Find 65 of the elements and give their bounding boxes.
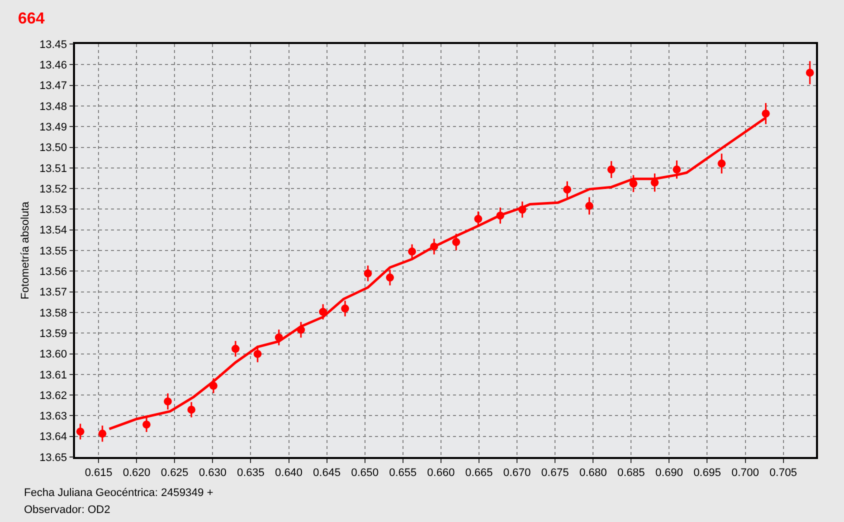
y-tick-label: 13.60: [40, 348, 68, 361]
x-tick-label: 0.655: [389, 466, 417, 479]
text: Observador: OD2: [24, 504, 110, 516]
y-tick-label: 13.64: [40, 431, 68, 444]
point: [187, 406, 196, 414]
y-tick-label: 13.62: [40, 390, 68, 402]
y-tick-label: 13.52: [40, 183, 68, 196]
x-tick-label: 0.615: [84, 466, 112, 479]
y-tick-label: 13.54: [40, 224, 68, 237]
x-tick-label: 0.670: [503, 466, 531, 479]
y-tick-label: 13.53: [40, 204, 68, 216]
point: [232, 344, 240, 353]
point: [474, 214, 482, 223]
point: [607, 166, 616, 174]
point: [386, 274, 394, 282]
y-tick-label: 13.46: [40, 60, 68, 72]
y-tick-label: 13.57: [40, 286, 68, 299]
point: [718, 160, 726, 168]
point: [76, 428, 84, 436]
point: [452, 238, 460, 246]
y-axis-title: Fotometría absoluta: [20, 200, 32, 300]
x-tick-label: 0.685: [617, 466, 645, 479]
y-tick-label: 13.56: [40, 266, 68, 278]
x-tick-label: 0.690: [655, 466, 683, 479]
y-tick-label: 13.50: [40, 142, 68, 154]
y-tick-label: 13.51: [40, 162, 68, 175]
x-tick-label: 0.650: [351, 466, 379, 479]
x-tick-label: 0.620: [122, 466, 150, 479]
x-tick-label: 0.630: [198, 466, 226, 479]
text: Fecha Juliana Geocéntrica: 2459349 +: [24, 487, 214, 499]
point: [164, 397, 172, 406]
x-tick-label: 0.645: [313, 466, 341, 479]
point: [629, 180, 638, 188]
x-tick-label: 0.680: [579, 466, 607, 479]
y-tick-label: 13.47: [40, 80, 68, 92]
x-tick-label: 0.700: [731, 466, 760, 479]
y-tick-label: 13.59: [40, 328, 68, 340]
x-tick-label: 0.695: [693, 466, 721, 479]
x-tick-label: 0.665: [465, 466, 493, 479]
y-tick-label: 13.61: [40, 369, 68, 382]
y-tick-label: 13.65: [40, 452, 68, 464]
y-tick-label: 13.45: [40, 38, 68, 51]
x-tick-label: 0.640: [275, 466, 303, 479]
point: [563, 186, 572, 194]
x-tick-label: 0.635: [236, 466, 265, 479]
point: [364, 269, 372, 278]
point: [408, 248, 416, 256]
x-tick-label: 0.660: [427, 466, 455, 479]
point: [806, 68, 814, 77]
point: [672, 166, 681, 174]
point: [254, 350, 262, 358]
y-tick-label: 13.58: [40, 307, 68, 320]
y-tick-label: 13.48: [40, 100, 68, 113]
point: [585, 202, 594, 210]
point: [98, 430, 106, 438]
y-tick-label: 13.49: [40, 121, 68, 134]
chart-title: 664: [18, 10, 45, 28]
point: [142, 420, 151, 429]
point: [762, 110, 770, 118]
x-tick-label: 0.705: [770, 466, 798, 479]
y-tick-label: 13.63: [40, 410, 68, 423]
x-tick-label: 0.625: [160, 466, 188, 479]
point: [341, 304, 350, 313]
y-tick-label: 13.55: [40, 245, 68, 258]
x-tick-label: 0.675: [541, 466, 569, 479]
